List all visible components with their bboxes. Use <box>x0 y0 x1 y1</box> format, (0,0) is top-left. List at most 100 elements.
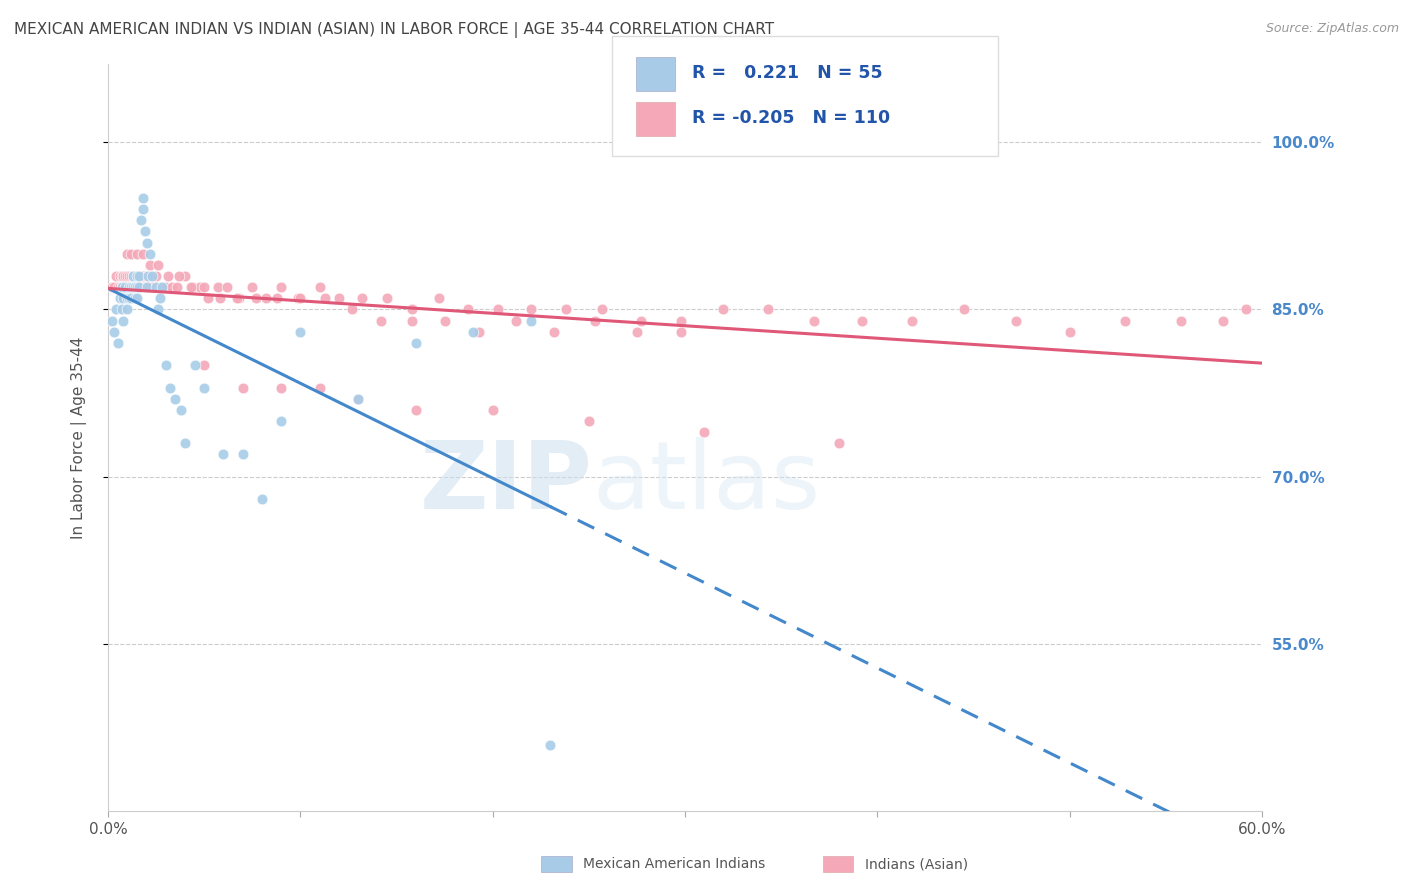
Point <box>138 280 160 294</box>
Point <box>240 280 263 294</box>
Point <box>120 291 142 305</box>
Point <box>308 380 330 394</box>
Point <box>232 380 254 394</box>
Point <box>669 325 692 339</box>
Point <box>232 448 254 462</box>
Point <box>107 335 129 350</box>
Text: Source: ZipAtlas.com: Source: ZipAtlas.com <box>1265 22 1399 36</box>
Text: ZIP: ZIP <box>420 436 593 529</box>
Point <box>183 358 205 372</box>
Y-axis label: In Labor Force | Age 35-44: In Labor Force | Age 35-44 <box>72 336 87 539</box>
Point <box>103 280 125 294</box>
Point <box>159 380 181 394</box>
Point <box>125 268 148 283</box>
Point <box>110 302 132 317</box>
Point <box>401 313 423 327</box>
Text: Mexican American Indians: Mexican American Indians <box>583 857 766 871</box>
Point <box>486 302 509 317</box>
Point <box>193 358 215 372</box>
Point <box>208 291 231 305</box>
Point <box>117 268 139 283</box>
Point <box>554 302 576 317</box>
Point <box>141 268 163 283</box>
Point <box>591 302 613 317</box>
Point <box>135 268 157 283</box>
Point <box>108 291 131 305</box>
Point <box>135 280 157 294</box>
Point <box>308 280 330 294</box>
Point <box>131 191 153 205</box>
Point <box>347 392 370 406</box>
Point <box>254 291 277 305</box>
Point <box>146 302 169 317</box>
Point <box>1114 313 1136 327</box>
Point <box>290 291 312 305</box>
Point <box>134 280 156 294</box>
Point <box>134 224 156 238</box>
Point <box>112 313 135 327</box>
Point <box>108 280 131 294</box>
Point <box>1212 313 1234 327</box>
Point <box>107 280 129 294</box>
Point <box>193 280 215 294</box>
Point <box>803 313 825 327</box>
Point <box>118 280 141 294</box>
Point <box>347 392 370 406</box>
Point <box>128 268 150 283</box>
Point <box>207 280 229 294</box>
Point <box>370 313 392 327</box>
Point <box>125 268 148 283</box>
Point <box>122 280 145 294</box>
Point <box>122 268 145 283</box>
Point <box>165 392 187 406</box>
Point <box>669 313 692 327</box>
Point <box>463 325 485 339</box>
Point <box>124 280 146 294</box>
Point <box>174 268 197 283</box>
Point <box>110 280 132 294</box>
Point <box>468 325 491 339</box>
Point <box>578 414 600 428</box>
Point <box>197 291 219 305</box>
Point <box>145 268 167 283</box>
Point <box>125 246 148 260</box>
Point <box>713 302 735 317</box>
Point <box>626 325 648 339</box>
Point <box>481 402 503 417</box>
Point <box>120 246 142 260</box>
Point <box>104 268 127 283</box>
Point <box>181 280 204 294</box>
Point <box>139 268 162 283</box>
Point <box>146 258 169 272</box>
Point <box>112 280 135 294</box>
Point <box>405 335 427 350</box>
Point <box>270 280 292 294</box>
Point <box>217 280 239 294</box>
Point <box>129 268 152 283</box>
Point <box>433 313 456 327</box>
Point <box>266 291 288 305</box>
Point <box>851 313 873 327</box>
Point <box>120 268 142 283</box>
Point <box>520 302 543 317</box>
Point <box>128 280 150 294</box>
Point <box>149 280 172 294</box>
Text: R =   0.221   N = 55: R = 0.221 N = 55 <box>692 64 883 82</box>
Point <box>328 291 350 305</box>
Point <box>1170 313 1192 327</box>
Point <box>110 280 132 294</box>
Point <box>128 268 150 283</box>
Point <box>756 302 779 317</box>
Point <box>160 280 183 294</box>
Text: R = -0.205   N = 110: R = -0.205 N = 110 <box>692 109 890 127</box>
Point <box>101 280 124 294</box>
Point <box>117 246 139 260</box>
Point <box>131 268 153 283</box>
Text: Indians (Asian): Indians (Asian) <box>865 857 967 871</box>
Point <box>212 448 235 462</box>
Point <box>150 280 173 294</box>
Point <box>110 268 132 283</box>
Point <box>543 325 565 339</box>
Point <box>952 302 974 317</box>
Point <box>138 268 160 283</box>
